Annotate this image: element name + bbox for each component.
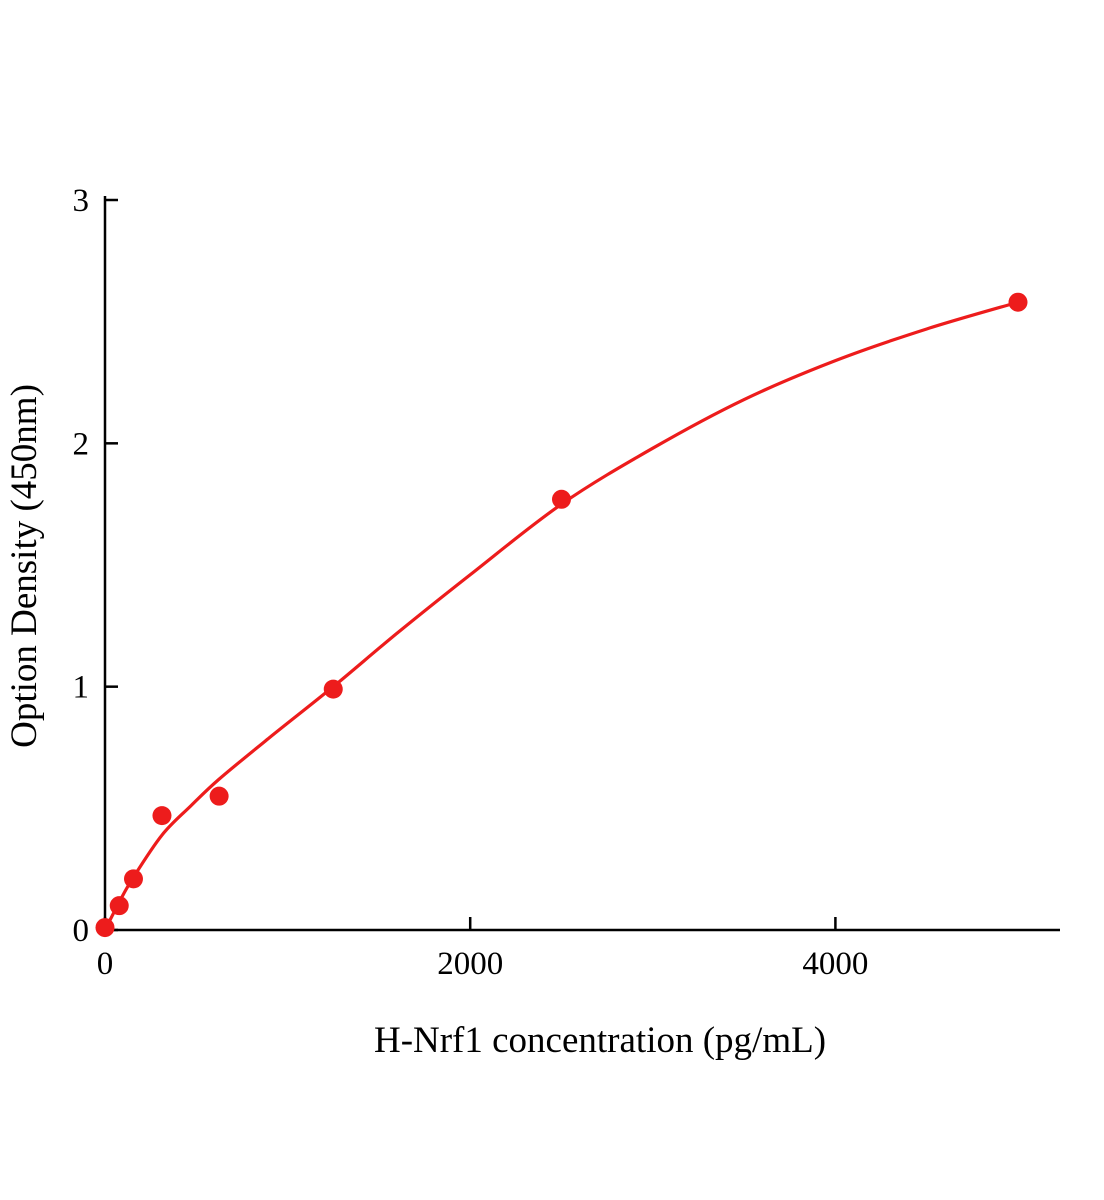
axes [103,196,1060,932]
data-point [95,918,115,938]
y-tick-label: 0 [73,913,90,949]
y-tick-label: 2 [73,426,90,462]
data-point [1008,292,1028,312]
data-point [552,489,572,509]
fit-curve [103,300,1020,932]
data-point [109,896,129,916]
x-axis-label: H-Nrf1 concentration (pg/mL) [374,1020,826,1061]
fit-curve-path [103,300,1020,932]
data-point [123,869,143,889]
data-point [323,679,343,699]
y-tick-label: 1 [73,670,90,706]
data-point [152,806,172,826]
x-tick-label: 2000 [437,946,503,982]
axis-tick-labels: 0 2000 4000 0 1 2 3 [73,183,869,982]
x-tick-label: 0 [97,946,114,982]
data-points [95,292,1028,938]
y-tick-label: 3 [73,183,90,219]
x-tick-label: 4000 [802,946,868,982]
axis-ticks [103,198,837,932]
y-axis-label: Option Density (450nm) [4,384,45,748]
data-point [209,786,229,806]
